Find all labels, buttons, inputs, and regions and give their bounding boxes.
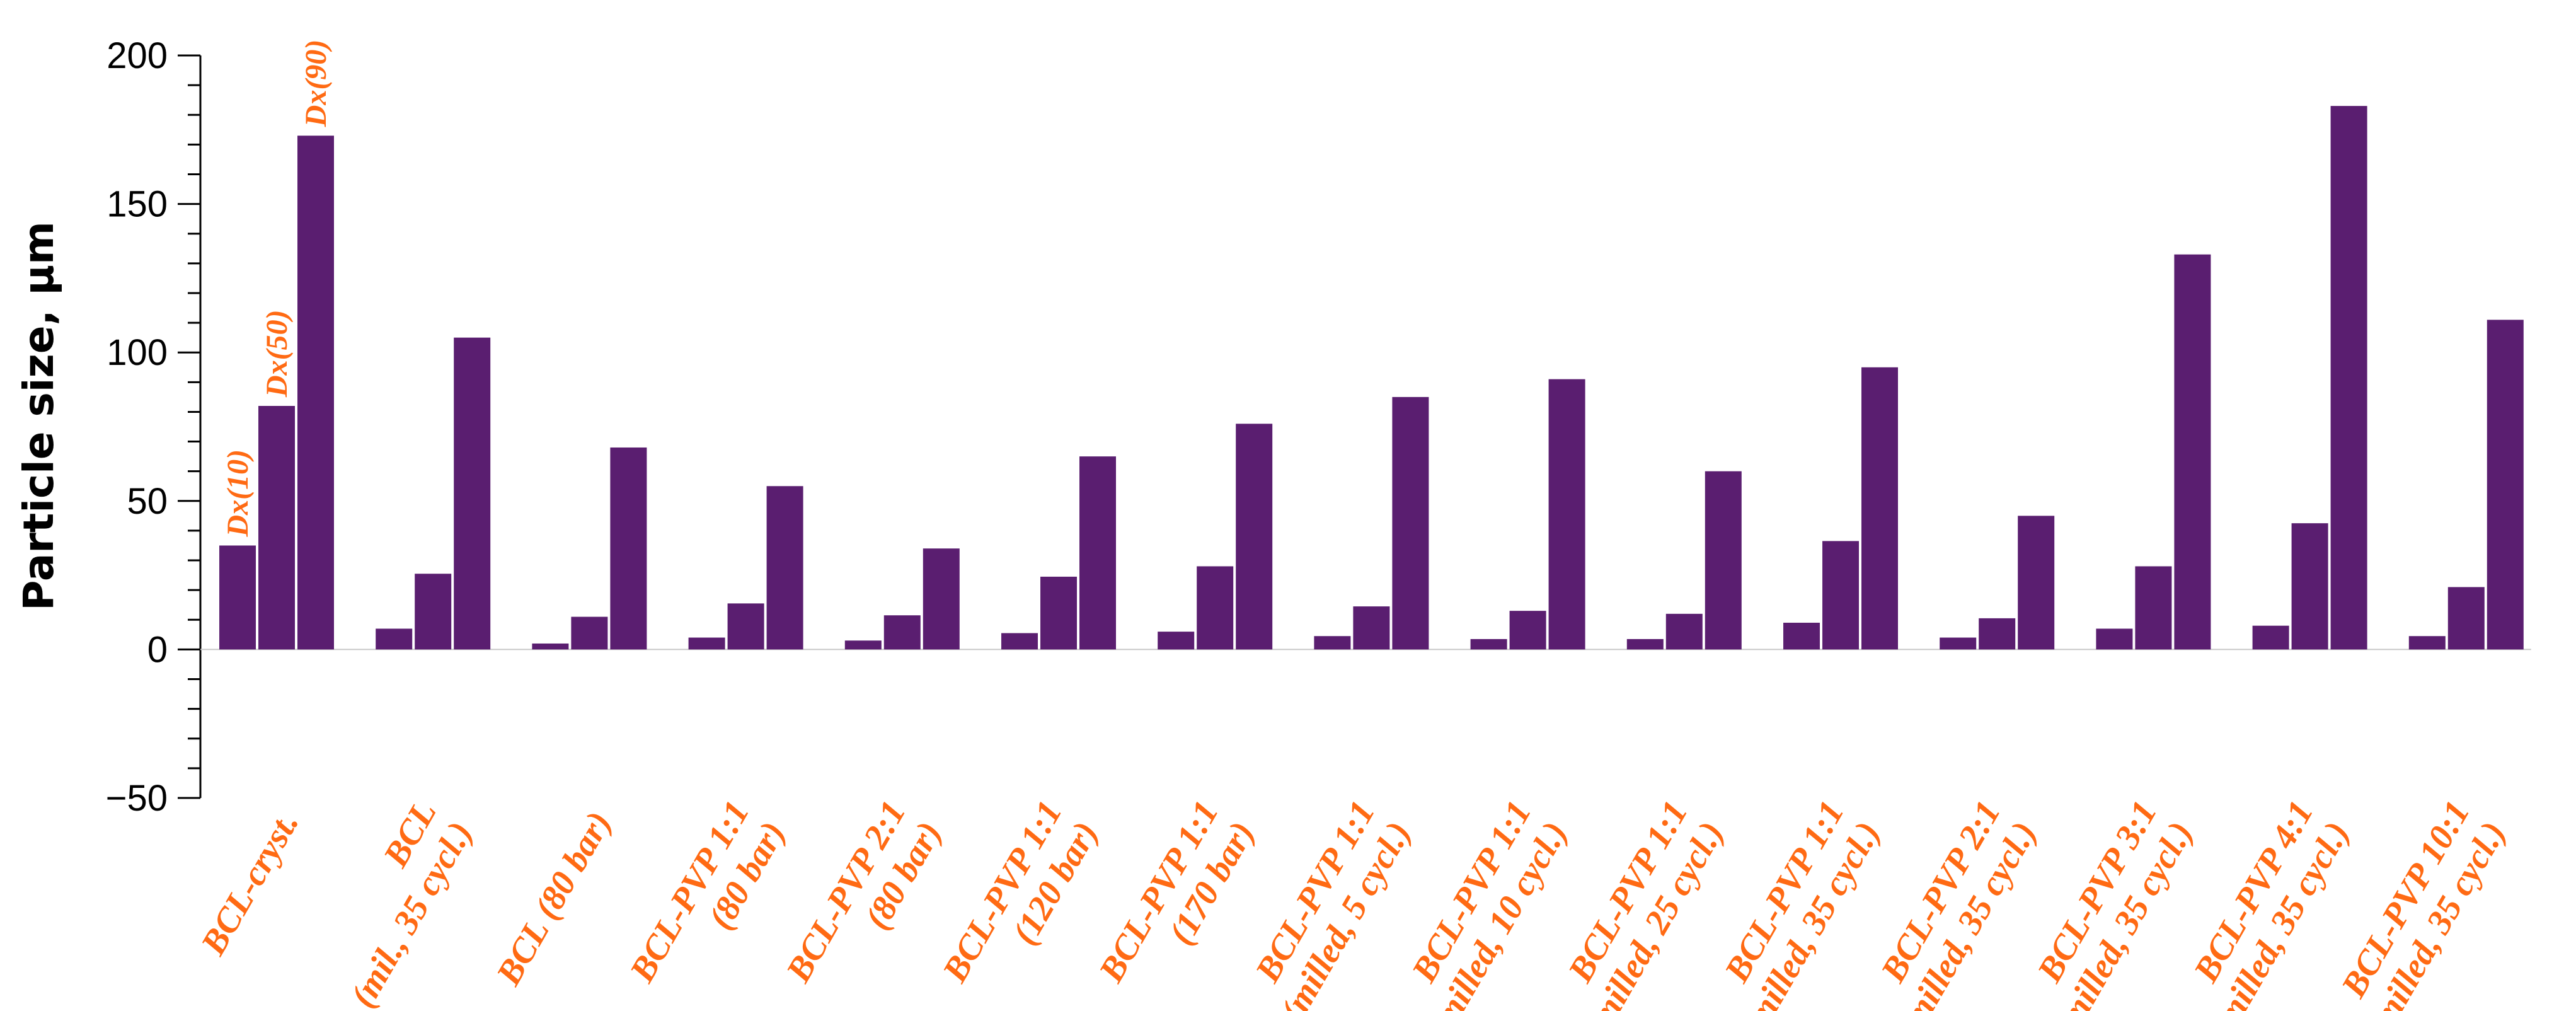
bar-7-Dx(90) [1236,424,1273,650]
category-label: BCL-PVP 2:1(milled, 35 cycl.) [1854,795,2044,1011]
bar-5-Dx(50) [883,615,921,650]
bar-5-Dx(90) [923,548,960,650]
bar-10-Dx(50) [1665,613,1703,650]
bar-4-Dx(10) [688,637,725,650]
y-tick-label: −50 [106,778,168,819]
bar-7-Dx(10) [1158,632,1195,650]
bar-2-Dx(50) [415,574,452,650]
bar-1-Dx(50) [258,406,295,650]
category-label: BCL-PVP 1:1(milled, 5 cycl.) [1237,795,1418,1011]
category-labels: BCL-cryst. BCL(mil., 35 cycl.) BCL (80 bar… [193,795,2514,1011]
bar-14-Dx(10) [2252,625,2289,650]
category-label: BCL-cryst. [193,806,306,962]
category-label: BCL (80 bar) [489,806,619,993]
bar-1-Dx(10) [219,545,256,650]
bar-4-Dx(90) [766,486,803,650]
bar-6-Dx(50) [1040,576,1077,650]
y-tick-label: 50 [127,481,168,522]
y-tick-label: 0 [147,629,168,670]
bar-6-Dx(90) [1079,456,1116,650]
bar-8-Dx(90) [1392,396,1429,650]
y-tick-label: 150 [106,184,168,225]
category-label: BCL-PVP 4:1(milled, 35 cycl.) [2166,795,2357,1011]
bar-3-Dx(90) [610,447,647,650]
category-label: BCL-PVP 1:1(80 bar) [622,795,793,1010]
bar-3-Dx(50) [571,616,608,650]
category-label: BCL(mil., 35 cycl.) [307,795,480,1011]
bar-11-Dx(90) [1861,367,1898,650]
bar-5-Dx(10) [844,640,882,650]
category-label: BCL-PVP 3:1(milled, 35 cycl.) [2010,795,2200,1011]
bar-14-Dx(90) [2330,106,2367,650]
bar-11-Dx(10) [1783,622,1820,650]
category-label: BCL-PVP 1:1(milled, 35 cycl.) [1698,795,1888,1011]
category-label: BCL-PVP 1:1(170 bar) [1091,795,1262,1010]
bar-10-Dx(10) [1626,638,1664,650]
bar-15-Dx(10) [2408,636,2446,650]
bar-1-Dx(90) [297,136,334,650]
bar-13-Dx(90) [2174,254,2211,650]
series-label: Dx(50) [260,309,294,398]
bar-2-Dx(90) [454,337,491,650]
category-label: BCL-PVP 1:1(milled, 25 cycl.) [1541,795,1732,1011]
y-axis-title: Particle size, µm [14,221,63,611]
series-labels: Dx(10) Dx(50) Dx(90) [221,40,333,538]
bar-11-Dx(50) [1822,541,1859,650]
category-label: BCL-PVP 1:1(120 bar) [935,795,1106,1010]
bar-3-Dx(10) [532,643,569,650]
bar-15-Dx(50) [2447,587,2485,650]
bar-4-Dx(50) [727,603,764,650]
bar-9-Dx(10) [1470,638,1507,650]
category-label: BCL-PVP 2:1(80 bar) [778,795,949,1010]
bar-9-Dx(50) [1509,611,1546,650]
bar-8-Dx(50) [1353,606,1390,650]
series-label: Dx(10) [221,449,255,538]
bars [219,106,2524,650]
bar-8-Dx(10) [1314,636,1351,650]
bar-15-Dx(90) [2487,320,2524,650]
bar-12-Dx(90) [2018,516,2055,650]
bar-2-Dx(10) [376,628,413,650]
y-tick-label: 100 [106,332,168,373]
bar-13-Dx(50) [2135,566,2172,650]
bar-6-Dx(10) [1001,633,1038,650]
category-label: BCL-PVP 10:1(milled, 35 cycl.) [2323,795,2514,1011]
bar-14-Dx(50) [2291,523,2328,650]
bar-9-Dx(90) [1548,379,1585,650]
bar-12-Dx(10) [1940,637,1977,650]
bar-13-Dx(10) [2096,628,2133,650]
series-label: Dx(90) [299,40,333,128]
bar-7-Dx(50) [1197,566,1234,650]
y-tick-label: 200 [106,35,168,76]
category-label: BCL-PVP 1:1(milled, 10 cycl.) [1384,795,1575,1011]
bar-10-Dx(90) [1705,471,1742,650]
bar-12-Dx(50) [1979,618,2016,650]
